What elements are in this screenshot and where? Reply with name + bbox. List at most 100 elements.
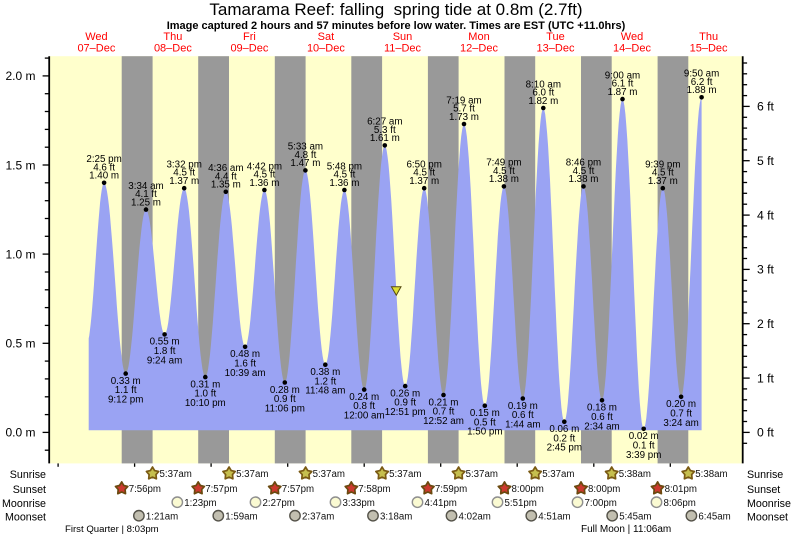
svg-text:7:57pm: 7:57pm bbox=[282, 484, 314, 495]
svg-text:11–Dec: 11–Dec bbox=[384, 42, 422, 54]
svg-text:0.33 m: 0.33 m bbox=[111, 376, 141, 387]
svg-text:1:21am: 1:21am bbox=[146, 511, 178, 522]
svg-text:8:01pm: 8:01pm bbox=[665, 484, 697, 495]
svg-text:1.2 ft: 1.2 ft bbox=[314, 376, 336, 387]
svg-text:11:48 am: 11:48 am bbox=[305, 386, 345, 397]
svg-text:0.26 m: 0.26 m bbox=[390, 388, 420, 399]
svg-text:1.37 m: 1.37 m bbox=[169, 176, 199, 187]
svg-text:4.5 ft: 4.5 ft bbox=[652, 168, 674, 179]
svg-text:3 ft: 3 ft bbox=[757, 263, 775, 277]
svg-text:0.7 ft: 0.7 ft bbox=[433, 407, 455, 418]
svg-text:1:44 am: 1:44 am bbox=[505, 420, 540, 431]
svg-text:8:10 am: 8:10 am bbox=[526, 79, 561, 90]
svg-text:07–Dec: 07–Dec bbox=[77, 42, 115, 54]
svg-text:Image captured 2 hours and 57: Image captured 2 hours and 57 minutes be… bbox=[167, 20, 626, 32]
svg-text:1.38 m: 1.38 m bbox=[569, 174, 599, 185]
svg-text:Sat: Sat bbox=[318, 31, 335, 43]
svg-text:5.3 ft: 5.3 ft bbox=[374, 125, 396, 136]
svg-text:4.5 ft: 4.5 ft bbox=[173, 168, 195, 179]
svg-text:9:39 pm: 9:39 pm bbox=[645, 160, 680, 171]
svg-text:4.8 ft: 4.8 ft bbox=[295, 150, 317, 161]
svg-text:4:51am: 4:51am bbox=[538, 511, 570, 522]
svg-text:10:39 am: 10:39 am bbox=[225, 368, 266, 379]
svg-text:4:36 am: 4:36 am bbox=[208, 163, 243, 174]
svg-text:1.25 m: 1.25 m bbox=[131, 197, 161, 208]
svg-text:1.61 m: 1.61 m bbox=[370, 133, 400, 144]
svg-text:09–Dec: 09–Dec bbox=[230, 42, 268, 54]
svg-text:1.73 m: 1.73 m bbox=[449, 112, 479, 123]
svg-text:9:24 am: 9:24 am bbox=[147, 355, 182, 366]
svg-text:12:00 am: 12:00 am bbox=[344, 411, 385, 422]
svg-text:Wed: Wed bbox=[621, 31, 643, 43]
svg-text:14–Dec: 14–Dec bbox=[613, 42, 651, 54]
svg-text:0.6 ft: 0.6 ft bbox=[512, 410, 534, 421]
svg-text:Mon: Mon bbox=[468, 31, 489, 43]
svg-text:8:46 pm: 8:46 pm bbox=[566, 158, 601, 169]
svg-text:1.36 m: 1.36 m bbox=[249, 178, 279, 189]
svg-text:0.48 m: 0.48 m bbox=[230, 349, 260, 360]
svg-text:0.15 m: 0.15 m bbox=[470, 408, 500, 419]
svg-text:7:19 am: 7:19 am bbox=[446, 95, 481, 106]
svg-text:Thu: Thu bbox=[163, 31, 182, 43]
svg-text:0.06 m: 0.06 m bbox=[549, 424, 579, 435]
svg-text:2.0 m: 2.0 m bbox=[5, 69, 35, 83]
svg-text:1.36 m: 1.36 m bbox=[329, 178, 359, 189]
svg-text:Wed: Wed bbox=[85, 31, 107, 43]
svg-text:1.37 m: 1.37 m bbox=[409, 176, 439, 187]
svg-text:2 ft: 2 ft bbox=[757, 317, 775, 331]
svg-text:6:27 am: 6:27 am bbox=[367, 117, 402, 128]
svg-text:1:50 pm: 1:50 pm bbox=[467, 427, 502, 438]
svg-text:7:58pm: 7:58pm bbox=[358, 484, 390, 495]
svg-text:Tue: Tue bbox=[546, 31, 565, 43]
svg-text:Full Moon | 11:06am: Full Moon | 11:06am bbox=[581, 524, 671, 535]
svg-text:5:37am: 5:37am bbox=[313, 469, 345, 480]
svg-text:Sunrise: Sunrise bbox=[747, 469, 783, 481]
svg-text:3:32 pm: 3:32 pm bbox=[166, 160, 201, 171]
svg-text:Sunset: Sunset bbox=[13, 484, 46, 496]
svg-text:9:00 am: 9:00 am bbox=[605, 70, 640, 81]
svg-text:Sun: Sun bbox=[393, 31, 413, 43]
svg-text:9:50 am: 9:50 am bbox=[684, 69, 719, 80]
svg-text:0.31 m: 0.31 m bbox=[190, 379, 220, 390]
svg-text:Fri: Fri bbox=[243, 31, 256, 43]
svg-text:0.6 ft: 0.6 ft bbox=[591, 412, 613, 423]
svg-text:1.37 m: 1.37 m bbox=[648, 176, 678, 187]
svg-text:7:59pm: 7:59pm bbox=[435, 484, 467, 495]
svg-text:5 ft: 5 ft bbox=[757, 154, 775, 168]
svg-text:3:33pm: 3:33pm bbox=[343, 498, 375, 509]
svg-text:0.28 m: 0.28 m bbox=[270, 385, 300, 396]
svg-text:0.1 ft: 0.1 ft bbox=[633, 440, 655, 451]
svg-text:9:12 pm: 9:12 pm bbox=[108, 395, 143, 406]
svg-text:5:37am: 5:37am bbox=[236, 469, 268, 480]
svg-text:4.1 ft: 4.1 ft bbox=[135, 189, 157, 200]
svg-text:2:34 am: 2:34 am bbox=[584, 421, 619, 432]
svg-text:4:02am: 4:02am bbox=[459, 511, 491, 522]
svg-text:Sunrise: Sunrise bbox=[10, 469, 46, 481]
svg-text:1.0 ft: 1.0 ft bbox=[194, 389, 216, 400]
svg-text:1.35 m: 1.35 m bbox=[211, 180, 241, 191]
svg-text:4.5 ft: 4.5 ft bbox=[413, 168, 435, 179]
svg-text:6:45am: 6:45am bbox=[698, 511, 730, 522]
svg-text:1.6 ft: 1.6 ft bbox=[234, 358, 256, 369]
svg-text:7:56pm: 7:56pm bbox=[129, 484, 161, 495]
svg-text:1:59am: 1:59am bbox=[225, 511, 257, 522]
svg-text:5:37am: 5:37am bbox=[542, 469, 574, 480]
svg-text:1.38 m: 1.38 m bbox=[489, 174, 519, 185]
svg-text:5:37am: 5:37am bbox=[466, 469, 498, 480]
svg-text:1.82 m: 1.82 m bbox=[528, 96, 558, 107]
svg-text:6.2 ft: 6.2 ft bbox=[691, 77, 713, 88]
svg-text:0 ft: 0 ft bbox=[757, 426, 775, 440]
svg-text:0.21 m: 0.21 m bbox=[429, 397, 459, 408]
svg-text:Thu: Thu bbox=[699, 31, 718, 43]
svg-text:5:33 am: 5:33 am bbox=[288, 142, 323, 153]
svg-text:5:37am: 5:37am bbox=[160, 469, 192, 480]
svg-text:3:39 pm: 3:39 pm bbox=[626, 450, 661, 461]
svg-text:0.19 m: 0.19 m bbox=[508, 401, 538, 412]
svg-text:6.0 ft: 6.0 ft bbox=[532, 88, 554, 99]
svg-text:3:24 am: 3:24 am bbox=[663, 418, 698, 429]
svg-text:2:45 pm: 2:45 pm bbox=[547, 443, 582, 454]
svg-text:1.1 ft: 1.1 ft bbox=[115, 385, 137, 396]
svg-text:4.6 ft: 4.6 ft bbox=[93, 162, 115, 173]
svg-text:13–Dec: 13–Dec bbox=[537, 42, 575, 54]
svg-text:0.55 m: 0.55 m bbox=[150, 337, 180, 348]
